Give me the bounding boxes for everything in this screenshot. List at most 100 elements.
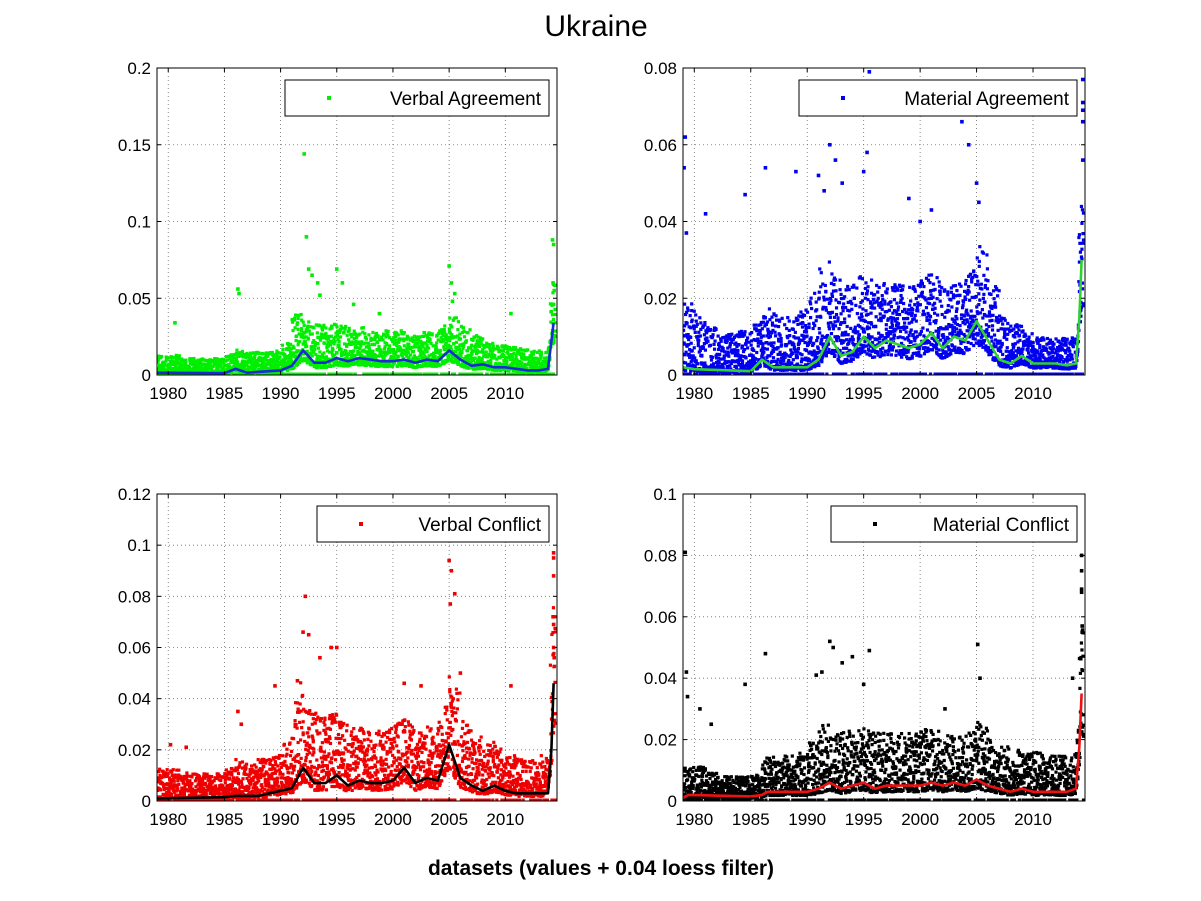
verbal-agreement-point [376, 335, 380, 339]
material-agreement-point [1005, 357, 1009, 361]
material-agreement-point [683, 369, 688, 373]
material-agreement-point [805, 334, 809, 338]
material-agreement-point [868, 337, 872, 341]
material-agreement-point [979, 339, 983, 343]
material-agreement-point [736, 348, 740, 353]
material-agreement-point [894, 327, 898, 331]
verbal-agreement-point [464, 356, 469, 360]
material-agreement-point [898, 284, 903, 289]
material-agreement-point [835, 339, 839, 343]
material-agreement-point [685, 321, 689, 325]
verbal-agreement-point [488, 346, 492, 350]
material-agreement-point [777, 339, 781, 343]
verbal-agreement-point [260, 368, 264, 372]
material-agreement-point [975, 274, 979, 279]
material-agreement-point [693, 365, 697, 369]
verbal-agreement-point [434, 351, 438, 355]
verbal-agreement-point [509, 352, 514, 357]
verbal-agreement-point [464, 355, 468, 359]
material-agreement-point [766, 372, 770, 375]
verbal-agreement-point [517, 359, 522, 364]
verbal-agreement-point [396, 333, 400, 337]
verbal-agreement-point [202, 358, 206, 362]
material-agreement-point [950, 317, 954, 321]
material-agreement-point [920, 281, 924, 286]
verbal-agreement-point [504, 356, 508, 360]
material-agreement-point [864, 344, 869, 348]
material-agreement-point [1012, 344, 1016, 348]
verbal-agreement-point [307, 320, 311, 324]
material-agreement-point [813, 323, 817, 328]
verbal-agreement-point [309, 372, 313, 375]
verbal-agreement-point [365, 360, 369, 364]
material-agreement-point [823, 347, 827, 352]
material-agreement-point [972, 343, 976, 348]
material-agreement-point [773, 334, 778, 338]
material-agreement-point [826, 350, 830, 355]
material-agreement-point [779, 336, 783, 341]
material-agreement-point [750, 330, 754, 335]
material-agreement-point [814, 300, 818, 304]
verbal-agreement-point [207, 364, 211, 368]
verbal-agreement-point [482, 345, 486, 350]
verbal-agreement-point [289, 355, 293, 359]
material-agreement-point [998, 314, 1002, 318]
verbal-agreement-point [468, 328, 472, 332]
material-agreement-point [716, 334, 720, 338]
material-agreement-point [896, 305, 901, 309]
verbal-agreement-point [164, 359, 168, 363]
material-agreement-point [926, 311, 930, 316]
material-agreement-point [890, 325, 894, 329]
material-agreement-point [770, 359, 774, 363]
material-agreement-point [891, 316, 896, 320]
material-agreement-point [882, 372, 886, 375]
verbal-agreement-point [343, 352, 347, 357]
material-agreement-point [738, 362, 742, 367]
material-agreement-point [990, 318, 994, 323]
material-agreement-point [838, 288, 842, 292]
verbal-agreement-point [553, 307, 557, 312]
material-agreement-point [922, 334, 926, 338]
verbal-agreement-point [207, 367, 211, 371]
material-agreement-point [759, 323, 763, 327]
material-agreement-point [762, 347, 766, 351]
material-agreement-point [810, 350, 814, 355]
verbal-agreement-point [394, 350, 398, 354]
material-agreement-point [916, 372, 920, 375]
material-agreement-point [900, 325, 904, 330]
verbal-agreement-point [417, 335, 422, 339]
material-agreement-point [854, 331, 858, 335]
verbal-agreement-point [315, 331, 319, 335]
verbal-agreement-point [428, 362, 432, 366]
material-agreement-point [900, 309, 905, 314]
verbal-agreement-point [270, 350, 274, 355]
material-agreement-point [928, 348, 932, 352]
material-agreement-point [749, 343, 753, 347]
verbal-agreement-point [301, 342, 305, 346]
material-agreement-point [712, 347, 717, 351]
material-agreement-point [869, 372, 873, 375]
material-agreement-point [686, 306, 690, 310]
material-agreement-point [830, 351, 834, 356]
verbal-agreement-point [382, 347, 387, 351]
material-agreement-point [874, 372, 878, 375]
material-agreement-point [876, 353, 880, 357]
verbal-agreement-point [324, 331, 328, 335]
material-agreement-point [758, 362, 762, 366]
material-agreement-point [877, 285, 881, 290]
verbal-agreement-point [305, 344, 309, 348]
material-agreement-point [913, 289, 917, 293]
material-agreement-point [783, 323, 787, 327]
verbal-agreement-point [191, 360, 196, 364]
material-agreement-point [740, 365, 744, 369]
verbal-agreement-point [444, 341, 448, 345]
verbal-agreement-point [411, 363, 415, 367]
verbal-agreement-point [335, 334, 340, 338]
verbal-agreement-point [338, 335, 343, 339]
material-agreement-point [1009, 324, 1013, 328]
material-agreement-point [927, 273, 931, 277]
material-agreement-point [818, 267, 822, 271]
verbal-agreement-point [318, 338, 322, 342]
verbal-agreement-point [265, 366, 269, 370]
verbal-agreement-point [406, 351, 410, 355]
